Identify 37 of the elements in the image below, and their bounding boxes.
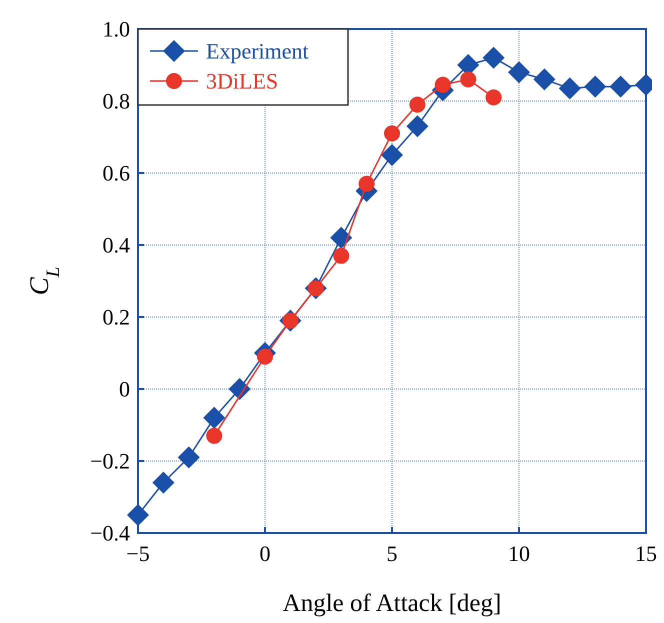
point	[206, 428, 222, 444]
point	[434, 76, 451, 93]
y-tick-label: 0.2	[102, 304, 130, 330]
y-tick-label: 1.0	[102, 16, 130, 42]
x-tick-label: 5	[386, 541, 398, 566]
point	[508, 61, 530, 84]
legend-label: Experiment	[206, 38, 309, 64]
y-tick-label: 0.8	[102, 88, 130, 114]
point	[409, 96, 426, 113]
y-tick-label: 0.6	[102, 160, 130, 186]
point	[228, 378, 251, 400]
point	[486, 89, 502, 106]
point	[178, 446, 200, 468]
point	[406, 115, 428, 138]
x-tick-label: 0	[260, 541, 270, 566]
point	[333, 248, 350, 264]
point	[127, 504, 149, 526]
x-tick-label: 15	[635, 541, 657, 566]
point	[203, 406, 226, 429]
x-tick-label: 10	[508, 541, 530, 566]
point	[610, 76, 632, 98]
point	[460, 71, 476, 88]
point	[384, 125, 400, 142]
y-tick-label: 0	[119, 376, 130, 402]
point	[257, 348, 273, 365]
point	[330, 226, 352, 249]
point	[381, 144, 403, 166]
y-tick-label: −0.2	[90, 448, 130, 474]
point	[482, 46, 505, 69]
point	[152, 472, 174, 494]
point	[558, 77, 581, 100]
x-axis-title: Angle of Attack [deg]	[282, 590, 502, 617]
point	[584, 76, 606, 98]
legend-label: 3DiLES	[206, 68, 278, 94]
point	[358, 176, 375, 192]
point	[533, 68, 556, 90]
y-tick-label: 0.4	[102, 232, 130, 258]
